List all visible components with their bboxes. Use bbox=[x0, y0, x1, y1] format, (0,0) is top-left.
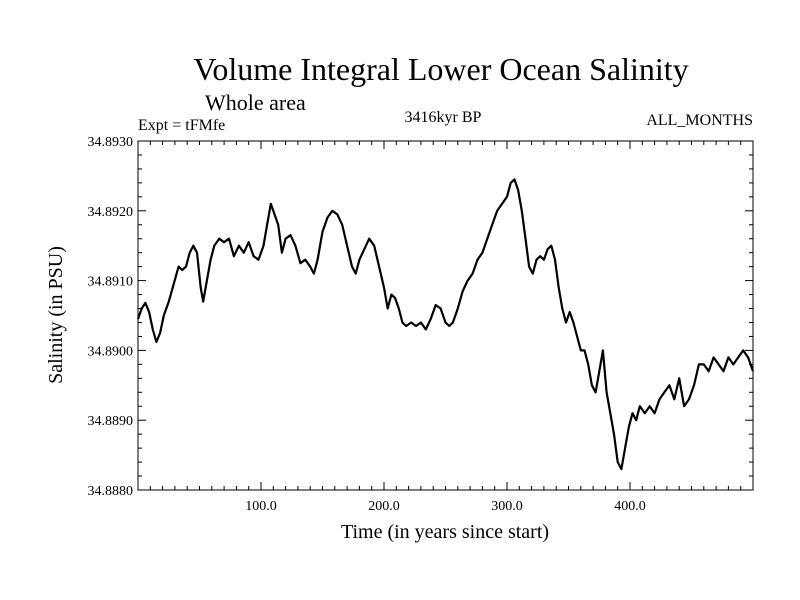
x-tick-label: 200.0 bbox=[368, 499, 400, 514]
chart-title: Volume Integral Lower Ocean Salinity bbox=[193, 51, 688, 87]
y-tick-label: 34.8930 bbox=[88, 135, 134, 150]
x-tick-label: 300.0 bbox=[491, 499, 523, 514]
series-line-salinity bbox=[136, 178, 755, 471]
period-label: 3416kyr BP bbox=[405, 109, 482, 126]
y-axis-label: Salinity (in PSU) bbox=[45, 246, 67, 384]
y-tick-label: 34.8900 bbox=[88, 344, 134, 359]
experiment-label: Expt = tFMfe bbox=[138, 117, 225, 134]
y-tick-label: 34.8880 bbox=[88, 484, 134, 499]
y-tick-label: 34.8910 bbox=[88, 275, 134, 290]
x-tick-label: 400.0 bbox=[614, 499, 646, 514]
y-tick-label: 34.8920 bbox=[88, 205, 134, 220]
x-tick-label: 100.0 bbox=[245, 499, 277, 514]
plot-area: 100.0 200.0 300.0 400.0 34.8880 34.8890 34.890… bbox=[88, 135, 755, 514]
chart-subtitle: Whole area bbox=[205, 90, 306, 115]
x-axis-label: Time (in years since start) bbox=[341, 521, 549, 543]
months-label: ALL_MONTHS bbox=[646, 112, 753, 129]
y-tick-label: 34.8890 bbox=[88, 414, 134, 429]
